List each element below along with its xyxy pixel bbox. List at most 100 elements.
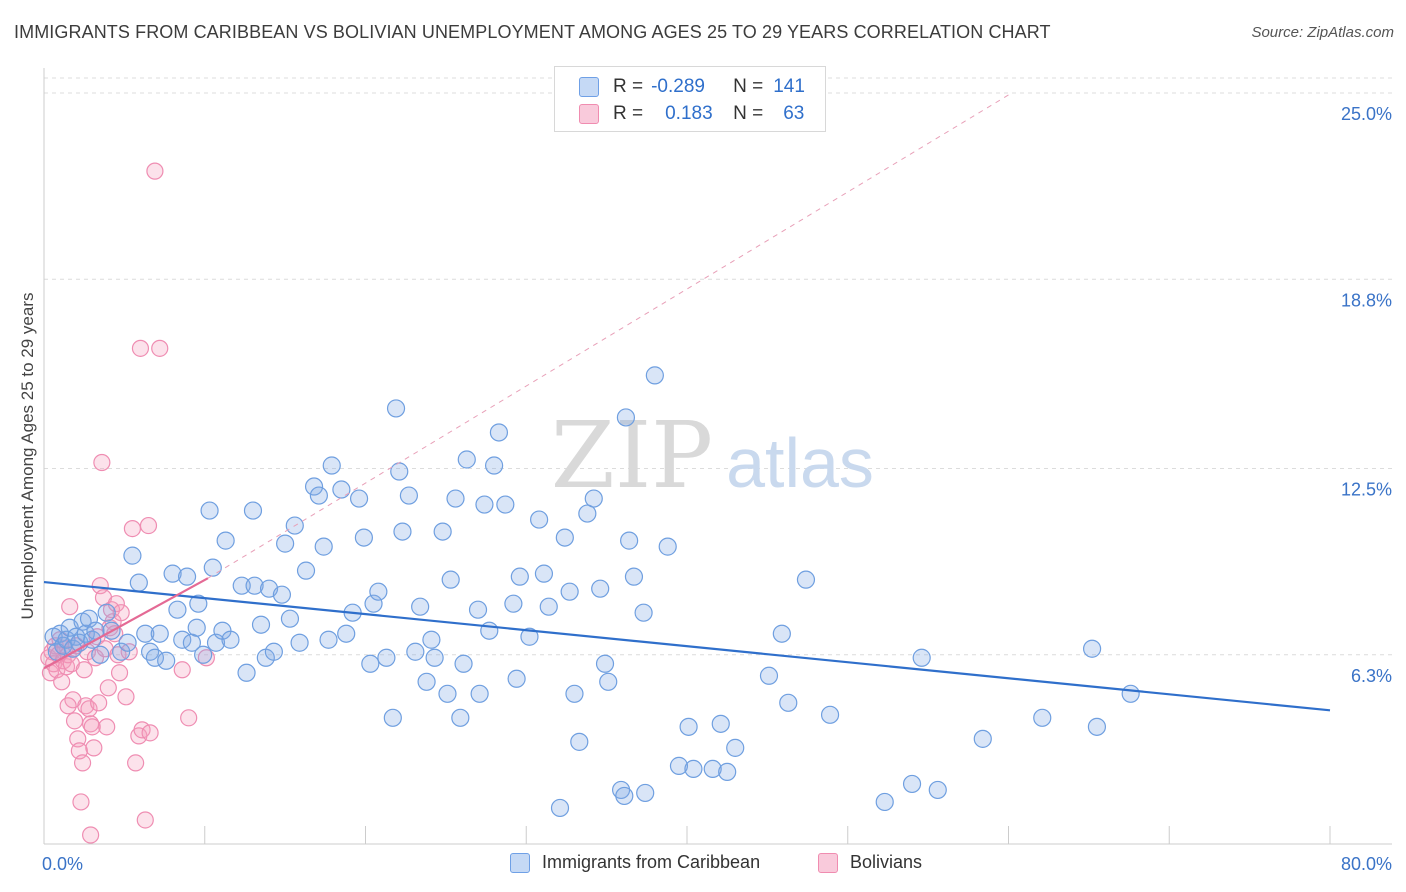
caribbean-point <box>411 597 430 616</box>
bolivians-point <box>107 595 125 613</box>
bolivians-point <box>98 718 116 736</box>
caribbean-point <box>441 570 460 589</box>
caribbean-point <box>118 633 137 652</box>
caribbean-point <box>136 624 155 643</box>
legend-n-value-caribbean: 141 <box>773 76 805 97</box>
bolivians-points <box>40 162 215 844</box>
caribbean-point <box>272 585 292 604</box>
bolivians-point <box>117 688 135 706</box>
caribbean-point <box>779 693 798 712</box>
bolivians-point <box>123 519 142 538</box>
caribbean-point <box>451 708 470 727</box>
bolivians-point <box>90 694 108 712</box>
series-swatch-bolivians <box>818 852 838 873</box>
series-label-caribbean: Immigrants from Caribbean <box>542 852 761 872</box>
caribbean-trend-line <box>43 580 1331 712</box>
caribbean-point <box>1087 717 1107 736</box>
caribbean-point <box>264 642 283 661</box>
caribbean-point <box>290 633 309 652</box>
bolivians-point <box>139 516 158 535</box>
bolivians-point <box>65 712 84 730</box>
caribbean-point <box>140 642 160 661</box>
bolivians-point <box>112 604 130 622</box>
caribbean-point <box>438 684 457 703</box>
caribbean-point <box>599 672 618 691</box>
series-legend-bolivians: Bolivians <box>818 852 922 873</box>
caribbean-point <box>711 714 730 733</box>
caribbean-point <box>322 456 341 475</box>
caribbean-point <box>636 783 655 803</box>
caribbean-point <box>245 576 264 595</box>
bolivians-point <box>141 724 159 742</box>
caribbean-point <box>679 717 698 736</box>
caribbean-point <box>221 630 240 649</box>
caribbean-point <box>332 480 351 499</box>
caribbean-point <box>973 729 992 748</box>
bolivians-point <box>109 646 127 664</box>
caribbean-point <box>422 630 441 649</box>
watermark-zip: ZIP <box>551 402 713 509</box>
bolivians-point <box>99 679 117 697</box>
caribbean-point <box>406 642 425 661</box>
bolivians-point <box>173 661 191 679</box>
caribbean-point <box>337 624 356 643</box>
caribbean-point <box>200 501 219 520</box>
caribbean-point <box>504 594 523 613</box>
bolivians-point <box>80 700 98 718</box>
caribbean-point <box>555 528 574 547</box>
caribbean-point <box>468 600 488 619</box>
y-tick-label: 18.8% <box>1341 290 1392 310</box>
legend-n-label: N = <box>733 103 764 124</box>
caribbean-point <box>150 624 169 643</box>
caribbean-point <box>539 597 558 616</box>
caribbean-point <box>565 684 584 703</box>
axes <box>43 68 1392 845</box>
caribbean-point <box>584 489 603 508</box>
caribbean-point <box>163 564 182 583</box>
caribbean-point <box>570 732 589 751</box>
caribbean-point <box>454 654 473 673</box>
bolivians-point <box>180 709 198 727</box>
caribbean-point <box>276 534 295 553</box>
caribbean-point <box>902 774 922 794</box>
caribbean-point <box>361 654 380 673</box>
caribbean-point <box>703 759 722 779</box>
caribbean-point <box>354 528 373 547</box>
caribbean-point <box>112 642 131 661</box>
y-tick-label: 12.5% <box>1341 480 1392 500</box>
legend-r-value-bolivians: 0.183 <box>665 103 713 124</box>
bolivians-point <box>127 754 145 772</box>
legend-row-bolivians: R = 0.183 N = 63 <box>579 101 804 127</box>
series-label-bolivians: Bolivians <box>850 852 923 872</box>
caribbean-point <box>457 450 476 469</box>
caribbean-point <box>97 603 116 622</box>
caribbean-point <box>658 537 677 556</box>
legend-n-label: N = <box>733 76 764 97</box>
caribbean-point <box>243 501 263 520</box>
caribbean-point <box>232 576 251 595</box>
caribbean-point <box>425 648 444 667</box>
bolivians-trend-line <box>43 577 209 670</box>
caribbean-point <box>433 522 452 541</box>
x-tick-label: 80.0% <box>1341 854 1392 874</box>
caribbean-point <box>399 486 419 505</box>
bolivians-point <box>75 661 93 679</box>
bolivians-point <box>85 739 103 757</box>
legend-r-label: R = <box>613 76 644 97</box>
watermark-atlas: atlas <box>726 424 874 502</box>
caribbean-point <box>177 567 197 586</box>
caribbean-point <box>928 780 947 800</box>
caribbean-point <box>475 495 494 514</box>
caribbean-point <box>684 759 703 779</box>
caribbean-point <box>591 579 610 598</box>
caribbean-point <box>510 567 529 586</box>
legend-r-label: R = <box>613 103 644 124</box>
caribbean-point <box>216 531 235 550</box>
bolivians-trend-extension <box>207 92 1012 579</box>
caribbean-point <box>520 627 539 646</box>
caribbean-point <box>251 615 271 634</box>
caribbean-point <box>383 708 402 727</box>
caribbean-point <box>485 456 504 475</box>
bolivians-point <box>93 453 111 472</box>
